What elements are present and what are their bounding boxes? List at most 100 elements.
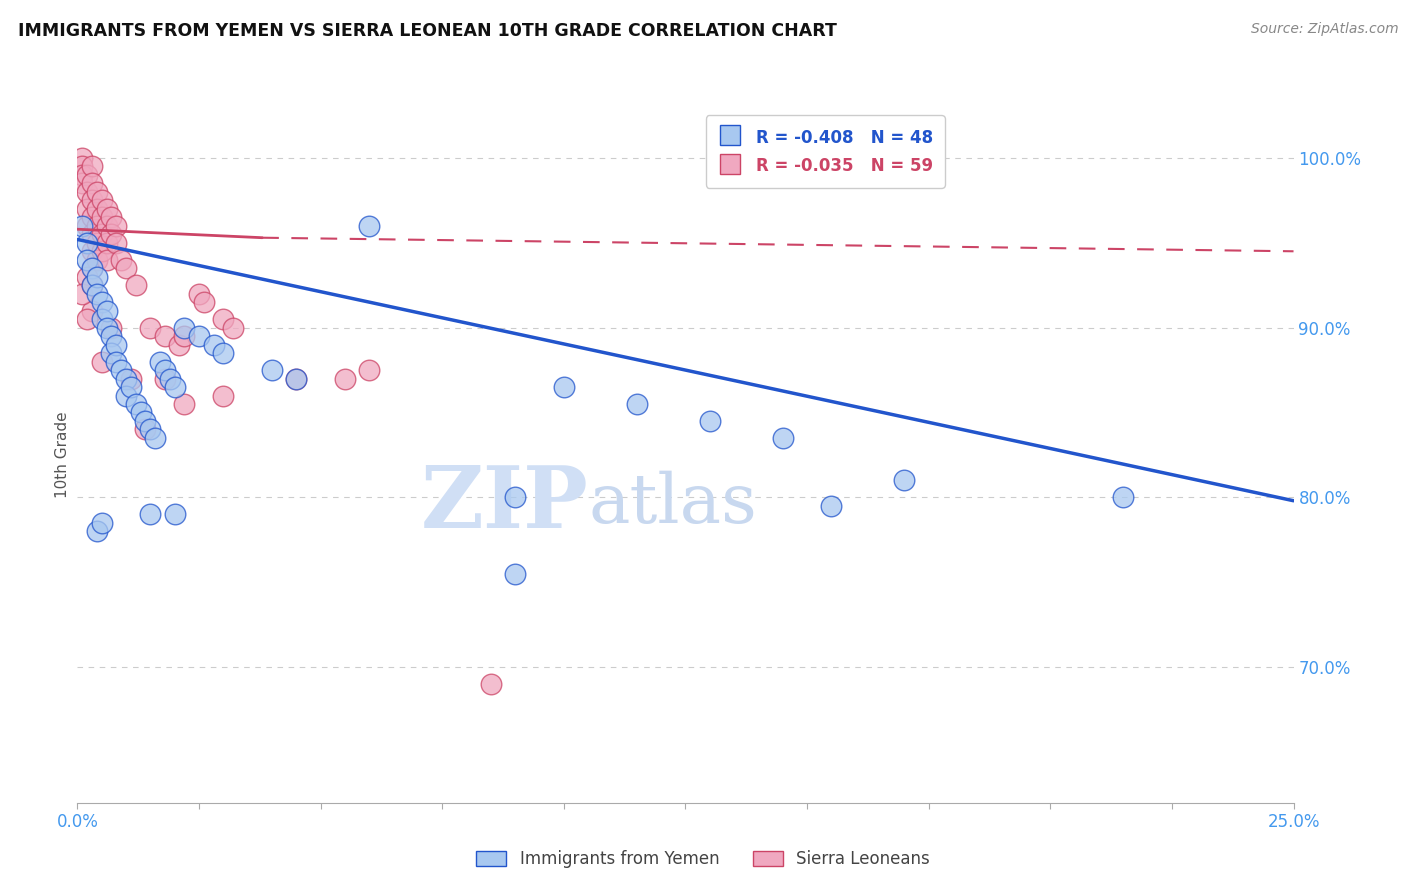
Point — [76, 185, 98, 199]
Text: atlas: atlas — [588, 470, 756, 537]
Point — [96, 252, 118, 267]
Point — [503, 566, 526, 581]
Point — [70, 177, 93, 191]
Point — [134, 414, 156, 428]
Point — [110, 363, 132, 377]
Point — [86, 219, 108, 233]
Point — [212, 388, 235, 402]
Text: ZIP: ZIP — [420, 462, 588, 546]
Point — [105, 354, 128, 368]
Point — [479, 677, 502, 691]
Point — [139, 422, 162, 436]
Point — [70, 168, 93, 182]
Point — [80, 278, 103, 293]
Text: Source: ZipAtlas.com: Source: ZipAtlas.com — [1251, 22, 1399, 37]
Point — [80, 303, 103, 318]
Point — [820, 499, 842, 513]
Point — [149, 354, 172, 368]
Point — [503, 491, 526, 505]
Point — [80, 278, 103, 293]
Point — [80, 244, 103, 259]
Point — [76, 202, 98, 216]
Point — [86, 235, 108, 250]
Point — [90, 227, 112, 242]
Point — [76, 252, 98, 267]
Point — [125, 278, 148, 293]
Point — [80, 261, 103, 276]
Point — [163, 508, 186, 522]
Point — [80, 211, 103, 225]
Point — [173, 320, 195, 334]
Point — [90, 354, 112, 368]
Point — [90, 312, 112, 326]
Point — [86, 202, 108, 216]
Point — [222, 320, 245, 334]
Y-axis label: 10th Grade: 10th Grade — [55, 411, 70, 499]
Point — [80, 160, 103, 174]
Point — [86, 524, 108, 539]
Legend: R = -0.408   N = 48, R = -0.035   N = 59: R = -0.408 N = 48, R = -0.035 N = 59 — [706, 115, 945, 187]
Point — [153, 363, 176, 377]
Point — [96, 303, 118, 318]
Point — [359, 363, 381, 377]
Point — [188, 286, 211, 301]
Point — [110, 252, 132, 267]
Point — [772, 431, 794, 445]
Point — [105, 337, 128, 351]
Point — [76, 235, 98, 250]
Point — [115, 261, 138, 276]
Point — [285, 371, 308, 385]
Point — [115, 388, 138, 402]
Point — [120, 371, 142, 385]
Point — [159, 371, 181, 385]
Point — [105, 235, 128, 250]
Point — [76, 312, 98, 326]
Point — [153, 329, 176, 343]
Point — [86, 252, 108, 267]
Point — [359, 219, 381, 233]
Point — [70, 286, 93, 301]
Point — [70, 160, 93, 174]
Point — [193, 295, 215, 310]
Point — [139, 508, 162, 522]
Point — [96, 202, 118, 216]
Point — [86, 269, 108, 284]
Point — [90, 295, 112, 310]
Point — [100, 320, 122, 334]
Point — [333, 371, 356, 385]
Point — [173, 329, 195, 343]
Point — [80, 177, 103, 191]
Point — [80, 261, 103, 276]
Point — [80, 227, 103, 242]
Point — [100, 211, 122, 225]
Point — [86, 185, 108, 199]
Point — [76, 219, 98, 233]
Point — [260, 363, 283, 377]
Point — [100, 346, 122, 360]
Point — [70, 219, 93, 233]
Point — [212, 346, 235, 360]
Point — [76, 168, 98, 182]
Point — [173, 397, 195, 411]
Point — [86, 286, 108, 301]
Point — [699, 414, 721, 428]
Point — [212, 312, 235, 326]
Point — [96, 235, 118, 250]
Point — [134, 422, 156, 436]
Point — [188, 329, 211, 343]
Point — [626, 397, 648, 411]
Point — [153, 371, 176, 385]
Point — [143, 431, 166, 445]
Point — [105, 219, 128, 233]
Point — [115, 371, 138, 385]
Point — [285, 371, 308, 385]
Point — [125, 397, 148, 411]
Point — [70, 151, 93, 165]
Point — [202, 337, 225, 351]
Point — [90, 211, 112, 225]
Point — [90, 194, 112, 208]
Point — [163, 380, 186, 394]
Point — [169, 337, 191, 351]
Point — [96, 320, 118, 334]
Point — [129, 405, 152, 419]
